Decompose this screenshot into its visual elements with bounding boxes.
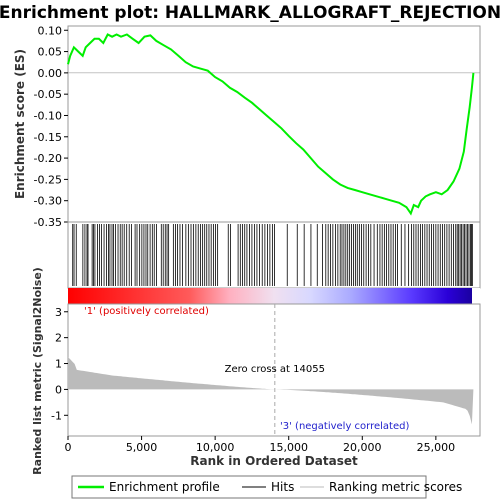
rank-color-bar-end xyxy=(472,288,480,304)
hits-panel xyxy=(67,221,481,289)
ranking-metric-area xyxy=(68,357,474,425)
metric-panel: 3 2 1 0 -1 Zero cross at 14055 '1' (positive… xyxy=(51,303,481,437)
x-tick-label: 25,000 xyxy=(417,441,456,454)
x-tick-label: 10,000 xyxy=(196,441,235,454)
enrichment-profile-line xyxy=(67,33,475,216)
negative-correlation-label: '3' (negatively correlated) xyxy=(280,421,409,432)
metric-tick-label: 3 xyxy=(55,306,62,319)
metric-tick-label: -1 xyxy=(51,409,62,422)
es-tick-label: -0.30 xyxy=(34,195,62,208)
es-tick-label: 0.10 xyxy=(38,24,63,37)
es-y-axis: 0.10 0.05 0.00 -0.05 -0.10 -0.15 -0.20 -0.25 -0.… xyxy=(34,24,68,229)
x-tick-label: 5,000 xyxy=(126,441,158,454)
es-tick-label: 0.00 xyxy=(38,67,63,80)
x-tick-label: 20,000 xyxy=(343,441,382,454)
es-plot-area xyxy=(67,25,481,223)
rank-color-bar xyxy=(68,288,472,304)
legend-enrichment-label: Enrichment profile xyxy=(109,480,220,494)
metric-tick-label: 2 xyxy=(55,332,62,345)
x-tick-label: 0 xyxy=(65,441,72,454)
x-axis-label: Rank in Ordered Dataset xyxy=(190,454,358,468)
es-tick-label: -0.35 xyxy=(34,216,62,229)
es-tick-label: -0.25 xyxy=(34,173,62,186)
zero-cross-label: Zero cross at 14055 xyxy=(225,364,325,375)
metric-tick-label: 1 xyxy=(55,358,62,371)
legend-hits-label: Hits xyxy=(271,480,294,494)
legend-metric-label: Ranking metric scores xyxy=(329,480,462,494)
es-panel: 0.10 0.05 0.00 -0.05 -0.10 -0.15 -0.20 -0.25 -0.… xyxy=(34,24,481,229)
es-tick-label: 0.05 xyxy=(38,46,63,59)
chart-title: Enrichment plot: HALLMARK_ALLOGRAFT_REJE… xyxy=(0,3,500,23)
es-tick-label: -0.10 xyxy=(34,109,62,122)
positive-correlation-label: '1' (positively correlated) xyxy=(84,306,209,317)
hit-markers xyxy=(72,224,473,286)
legend: Enrichment profile Hits Ranking metric s… xyxy=(71,475,462,499)
x-axis: 0 5,000 10,000 15,000 20,000 25,000 xyxy=(65,436,456,454)
es-y-axis-label: Enrichment score (ES) xyxy=(13,49,27,199)
metric-y-axis: 3 2 1 0 -1 xyxy=(51,306,68,422)
x-tick-label: 15,000 xyxy=(269,441,308,454)
metric-y-axis-label: Ranked list metric (Signal2Noise) xyxy=(31,267,44,475)
es-tick-label: -0.05 xyxy=(34,88,62,101)
es-tick-label: -0.20 xyxy=(34,152,62,165)
es-tick-label: -0.15 xyxy=(34,131,62,144)
metric-tick-label: 0 xyxy=(55,383,62,396)
